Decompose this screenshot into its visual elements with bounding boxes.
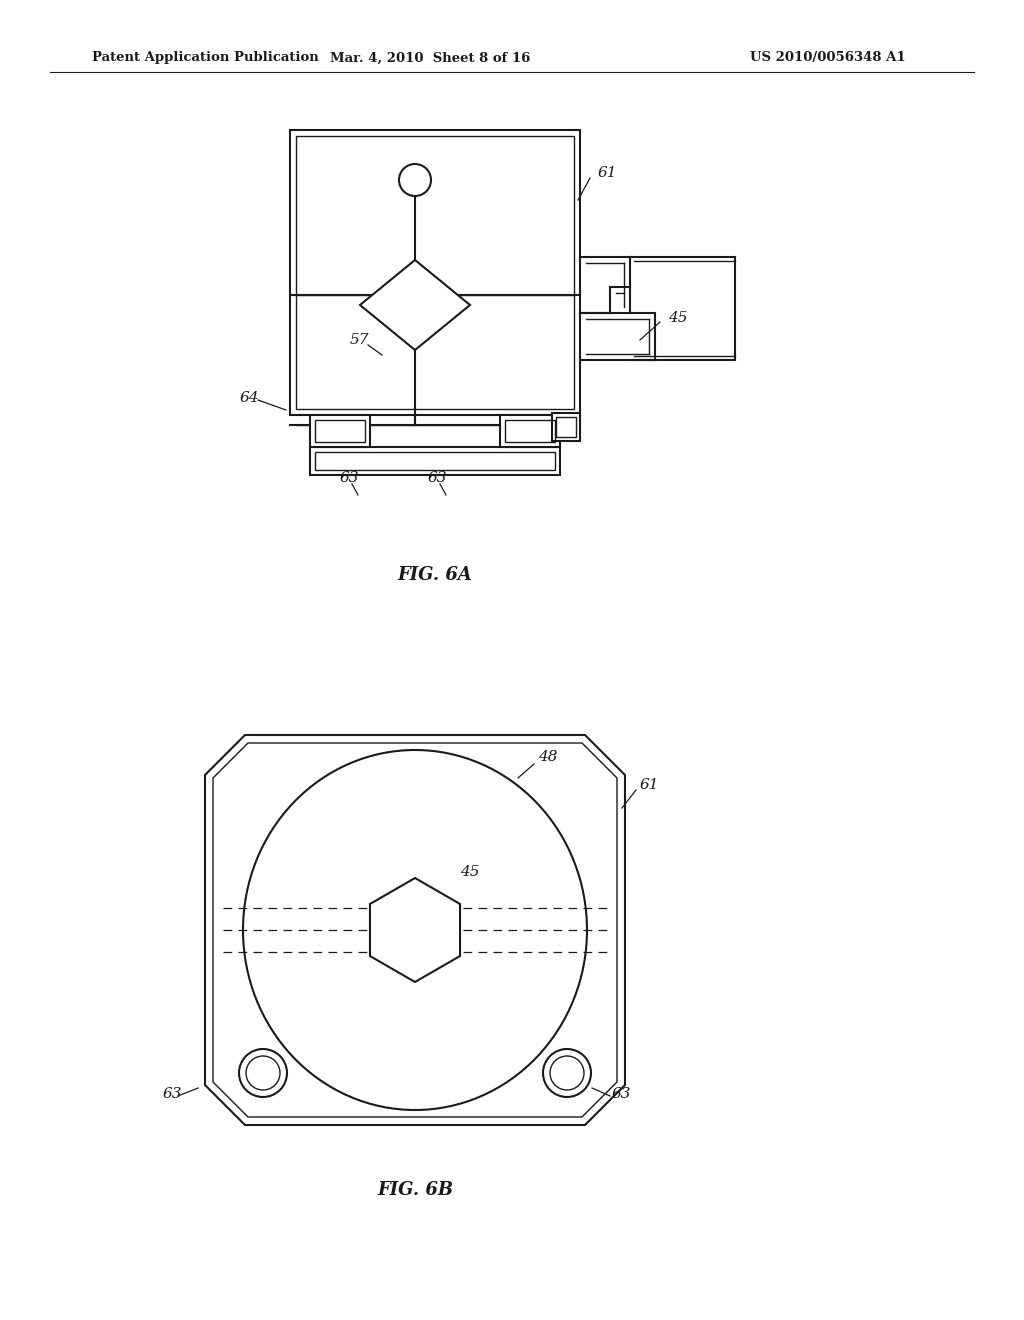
Text: Patent Application Publication: Patent Application Publication [92,51,318,65]
Text: 45: 45 [668,312,687,325]
Polygon shape [360,260,470,350]
Text: 45: 45 [460,865,479,879]
Text: 64: 64 [240,391,259,405]
Bar [315,420,365,442]
Text: 63: 63 [340,471,359,484]
Text: 63: 63 [612,1086,632,1101]
Bar [315,451,555,470]
Polygon shape [205,735,625,1125]
Bar [310,447,560,475]
Bar [552,413,580,441]
Text: 57: 57 [350,333,370,347]
Bar [296,136,574,409]
Bar [290,129,580,414]
Text: Mar. 4, 2010  Sheet 8 of 16: Mar. 4, 2010 Sheet 8 of 16 [330,51,530,65]
Text: 48: 48 [538,750,557,764]
Bar [505,420,555,442]
Bar [500,414,560,447]
Text: 63: 63 [163,1086,182,1101]
Circle shape [399,164,431,195]
Polygon shape [370,878,460,982]
Text: US 2010/0056348 A1: US 2010/0056348 A1 [750,51,905,65]
Circle shape [239,1049,287,1097]
Circle shape [543,1049,591,1097]
Bar [556,417,575,437]
Text: 61: 61 [640,777,659,792]
Text: FIG. 6A: FIG. 6A [397,566,472,583]
Text: FIG. 6B: FIG. 6B [377,1181,453,1199]
Bar [310,414,370,447]
Ellipse shape [243,750,587,1110]
Text: 63: 63 [428,471,447,484]
Text: 61: 61 [598,166,617,180]
